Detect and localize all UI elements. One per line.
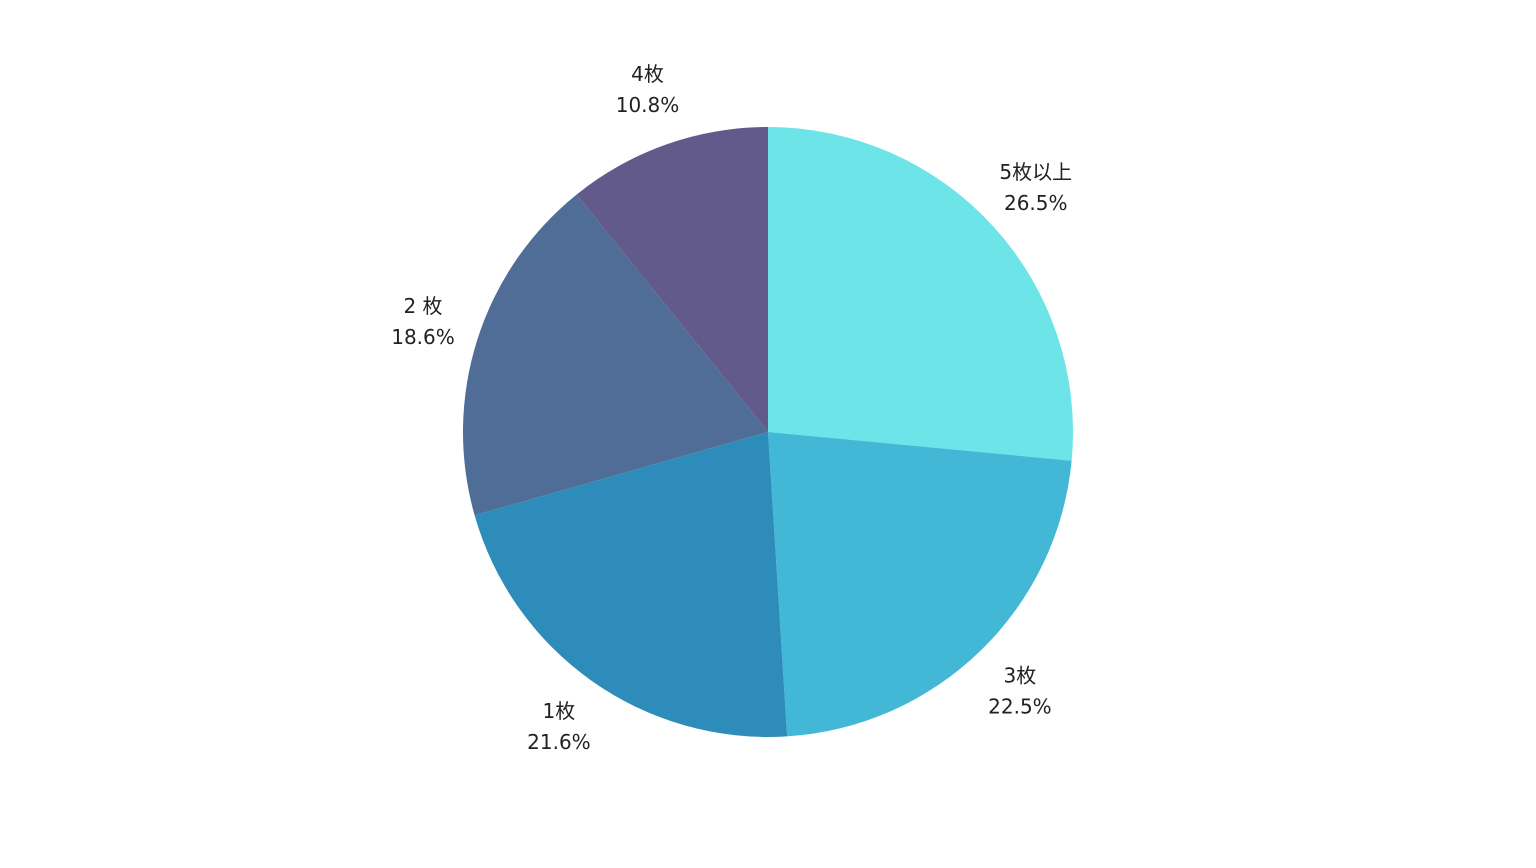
pie-slice [768,127,1073,461]
slice-category-label: 5枚以上 [999,160,1072,184]
slice-category-label: 1枚 [543,699,576,723]
slice-category-label: 4枚 [631,62,664,86]
slice-value-label: 10.8% [616,93,680,117]
slice-category-label: 2 枚 [403,294,442,318]
slice-value-label: 26.5% [1004,191,1068,215]
slice-value-label: 21.6% [527,730,591,754]
pie-slice [463,194,768,516]
slice-value-label: 18.6% [391,325,455,349]
pie-slice [474,432,788,737]
pie-slice [768,432,1072,737]
slice-value-label: 22.5% [988,694,1052,718]
pie-slice [576,127,768,432]
slice-category-label: 3枚 [1004,663,1037,687]
